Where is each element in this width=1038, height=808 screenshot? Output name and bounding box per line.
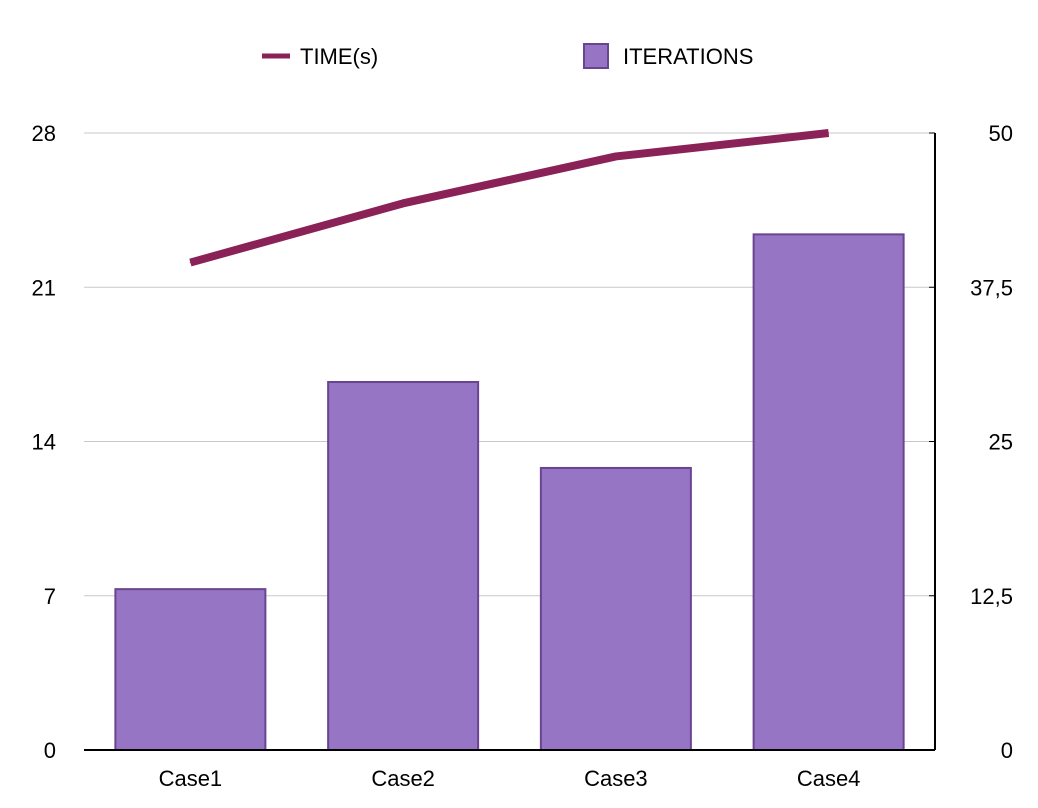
- right-tick-label: 37,5: [970, 275, 1013, 300]
- left-tick-label: 21: [32, 275, 56, 300]
- bar-case1: [114, 588, 267, 751]
- right-axis-ticks: 0 12,5 25 37,5 50: [970, 121, 1013, 763]
- bar-case3: [539, 466, 692, 751]
- time-line: [189, 129, 830, 267]
- x-tick-label: Case3: [584, 766, 648, 791]
- right-tick-label: 0: [1001, 738, 1013, 763]
- legend-label-iterations: ITERATIONS: [623, 44, 753, 69]
- legend: TIME(s) ITERATIONS: [262, 43, 753, 69]
- axes: [84, 132, 936, 751]
- right-tick-label: 50: [989, 121, 1013, 146]
- legend-bar-swatch: [583, 43, 609, 69]
- left-tick-label: 28: [32, 121, 56, 146]
- bar-case4: [752, 233, 905, 752]
- time-point-case1: [189, 262, 191, 264]
- x-tick-label: Case4: [797, 766, 861, 791]
- left-axis-ticks: 0 7 14 21 28: [32, 121, 56, 763]
- x-tick-label: Case1: [159, 766, 223, 791]
- right-tick-label: 25: [989, 430, 1013, 455]
- time-point-case2: [402, 202, 404, 204]
- x-axis-ticks: Case1 Case2 Case3 Case4: [159, 766, 861, 791]
- bar-case2: [327, 381, 480, 751]
- left-tick-label: 7: [44, 584, 56, 609]
- line-series-time: [189, 129, 830, 267]
- bar-series-iterations: [114, 233, 905, 752]
- time-point-case4: [828, 132, 830, 134]
- legend-item-time: TIME(s): [262, 44, 378, 69]
- legend-label-time: TIME(s): [300, 44, 378, 69]
- left-tick-label: 14: [32, 430, 56, 455]
- legend-item-iterations: ITERATIONS: [583, 43, 753, 69]
- right-tick-label: 12,5: [970, 584, 1013, 609]
- time-point-case3: [615, 155, 617, 157]
- left-tick-label: 0: [44, 738, 56, 763]
- x-tick-label: Case2: [371, 766, 435, 791]
